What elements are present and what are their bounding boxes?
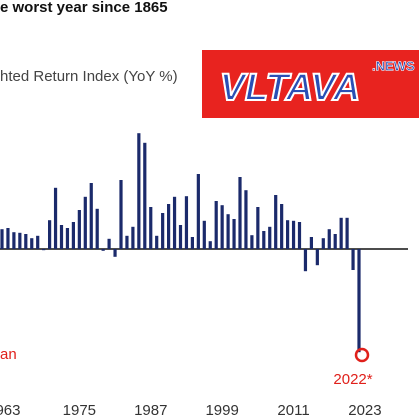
bar xyxy=(274,195,278,249)
bar xyxy=(101,249,105,251)
bar xyxy=(155,235,159,249)
watermark-bg xyxy=(202,50,419,118)
highlight-ring xyxy=(354,347,370,363)
bar xyxy=(333,234,337,249)
bar xyxy=(297,222,302,249)
bar xyxy=(226,214,230,249)
bar xyxy=(202,220,206,249)
bar xyxy=(250,235,254,249)
bar xyxy=(351,249,355,270)
bar xyxy=(107,238,111,249)
bar xyxy=(196,174,200,249)
bar xyxy=(42,249,46,251)
bar xyxy=(125,235,129,249)
bar xyxy=(291,220,296,249)
bar xyxy=(149,207,153,249)
bar xyxy=(77,210,81,249)
bar xyxy=(286,220,290,249)
chart-subtitle: hted Return Index (YoY %) xyxy=(0,68,178,85)
bar xyxy=(190,237,194,249)
x-tick-label: 963 xyxy=(0,402,20,419)
bar xyxy=(0,229,4,249)
bar xyxy=(161,213,165,249)
x-tick-label: 1975 xyxy=(63,402,96,419)
bar xyxy=(268,226,272,249)
bar xyxy=(178,225,183,249)
bar xyxy=(309,237,313,249)
bar xyxy=(89,183,93,249)
watermark-sup: .NEWS xyxy=(372,58,415,73)
x-tick-label: 1987 xyxy=(134,402,167,419)
annotation: an xyxy=(0,346,17,363)
bar xyxy=(280,204,284,249)
bar xyxy=(12,232,16,249)
x-tick-label: 2023 xyxy=(348,402,381,419)
bar xyxy=(256,207,260,249)
bar xyxy=(24,234,28,249)
x-tick-label: 2011 xyxy=(277,402,309,419)
bar xyxy=(53,187,58,249)
bar xyxy=(30,238,34,249)
bar xyxy=(113,249,117,257)
bar xyxy=(220,205,224,249)
x-tick-label: 1999 xyxy=(205,402,238,419)
bar xyxy=(83,196,87,249)
bar xyxy=(6,228,10,249)
bar xyxy=(143,142,147,249)
watermark-text: VLTAVA xyxy=(220,67,361,109)
bar xyxy=(95,208,99,249)
bar xyxy=(65,228,70,249)
bar xyxy=(131,226,135,249)
bar xyxy=(232,219,236,249)
bar xyxy=(327,229,331,249)
chart-title: e worst year since 1865 xyxy=(0,0,168,16)
bar xyxy=(208,241,212,249)
bar xyxy=(48,220,52,249)
bar xyxy=(184,196,189,249)
bar xyxy=(238,177,242,249)
bar xyxy=(59,225,64,249)
bar xyxy=(119,180,123,249)
bar xyxy=(36,235,40,249)
bar xyxy=(167,204,171,249)
bar xyxy=(244,190,248,249)
bar xyxy=(357,249,361,353)
watermark: VLTAVA .NEWS xyxy=(202,50,419,118)
bar xyxy=(71,222,75,249)
bar xyxy=(315,249,319,266)
bar xyxy=(321,238,325,249)
bar xyxy=(137,133,141,249)
bar xyxy=(303,249,308,272)
bar xyxy=(262,231,266,249)
bar xyxy=(339,217,343,249)
bar xyxy=(172,196,177,249)
annotation: 2022* xyxy=(333,371,372,388)
bar xyxy=(345,217,349,249)
bar xyxy=(18,232,22,249)
bar xyxy=(214,201,218,249)
